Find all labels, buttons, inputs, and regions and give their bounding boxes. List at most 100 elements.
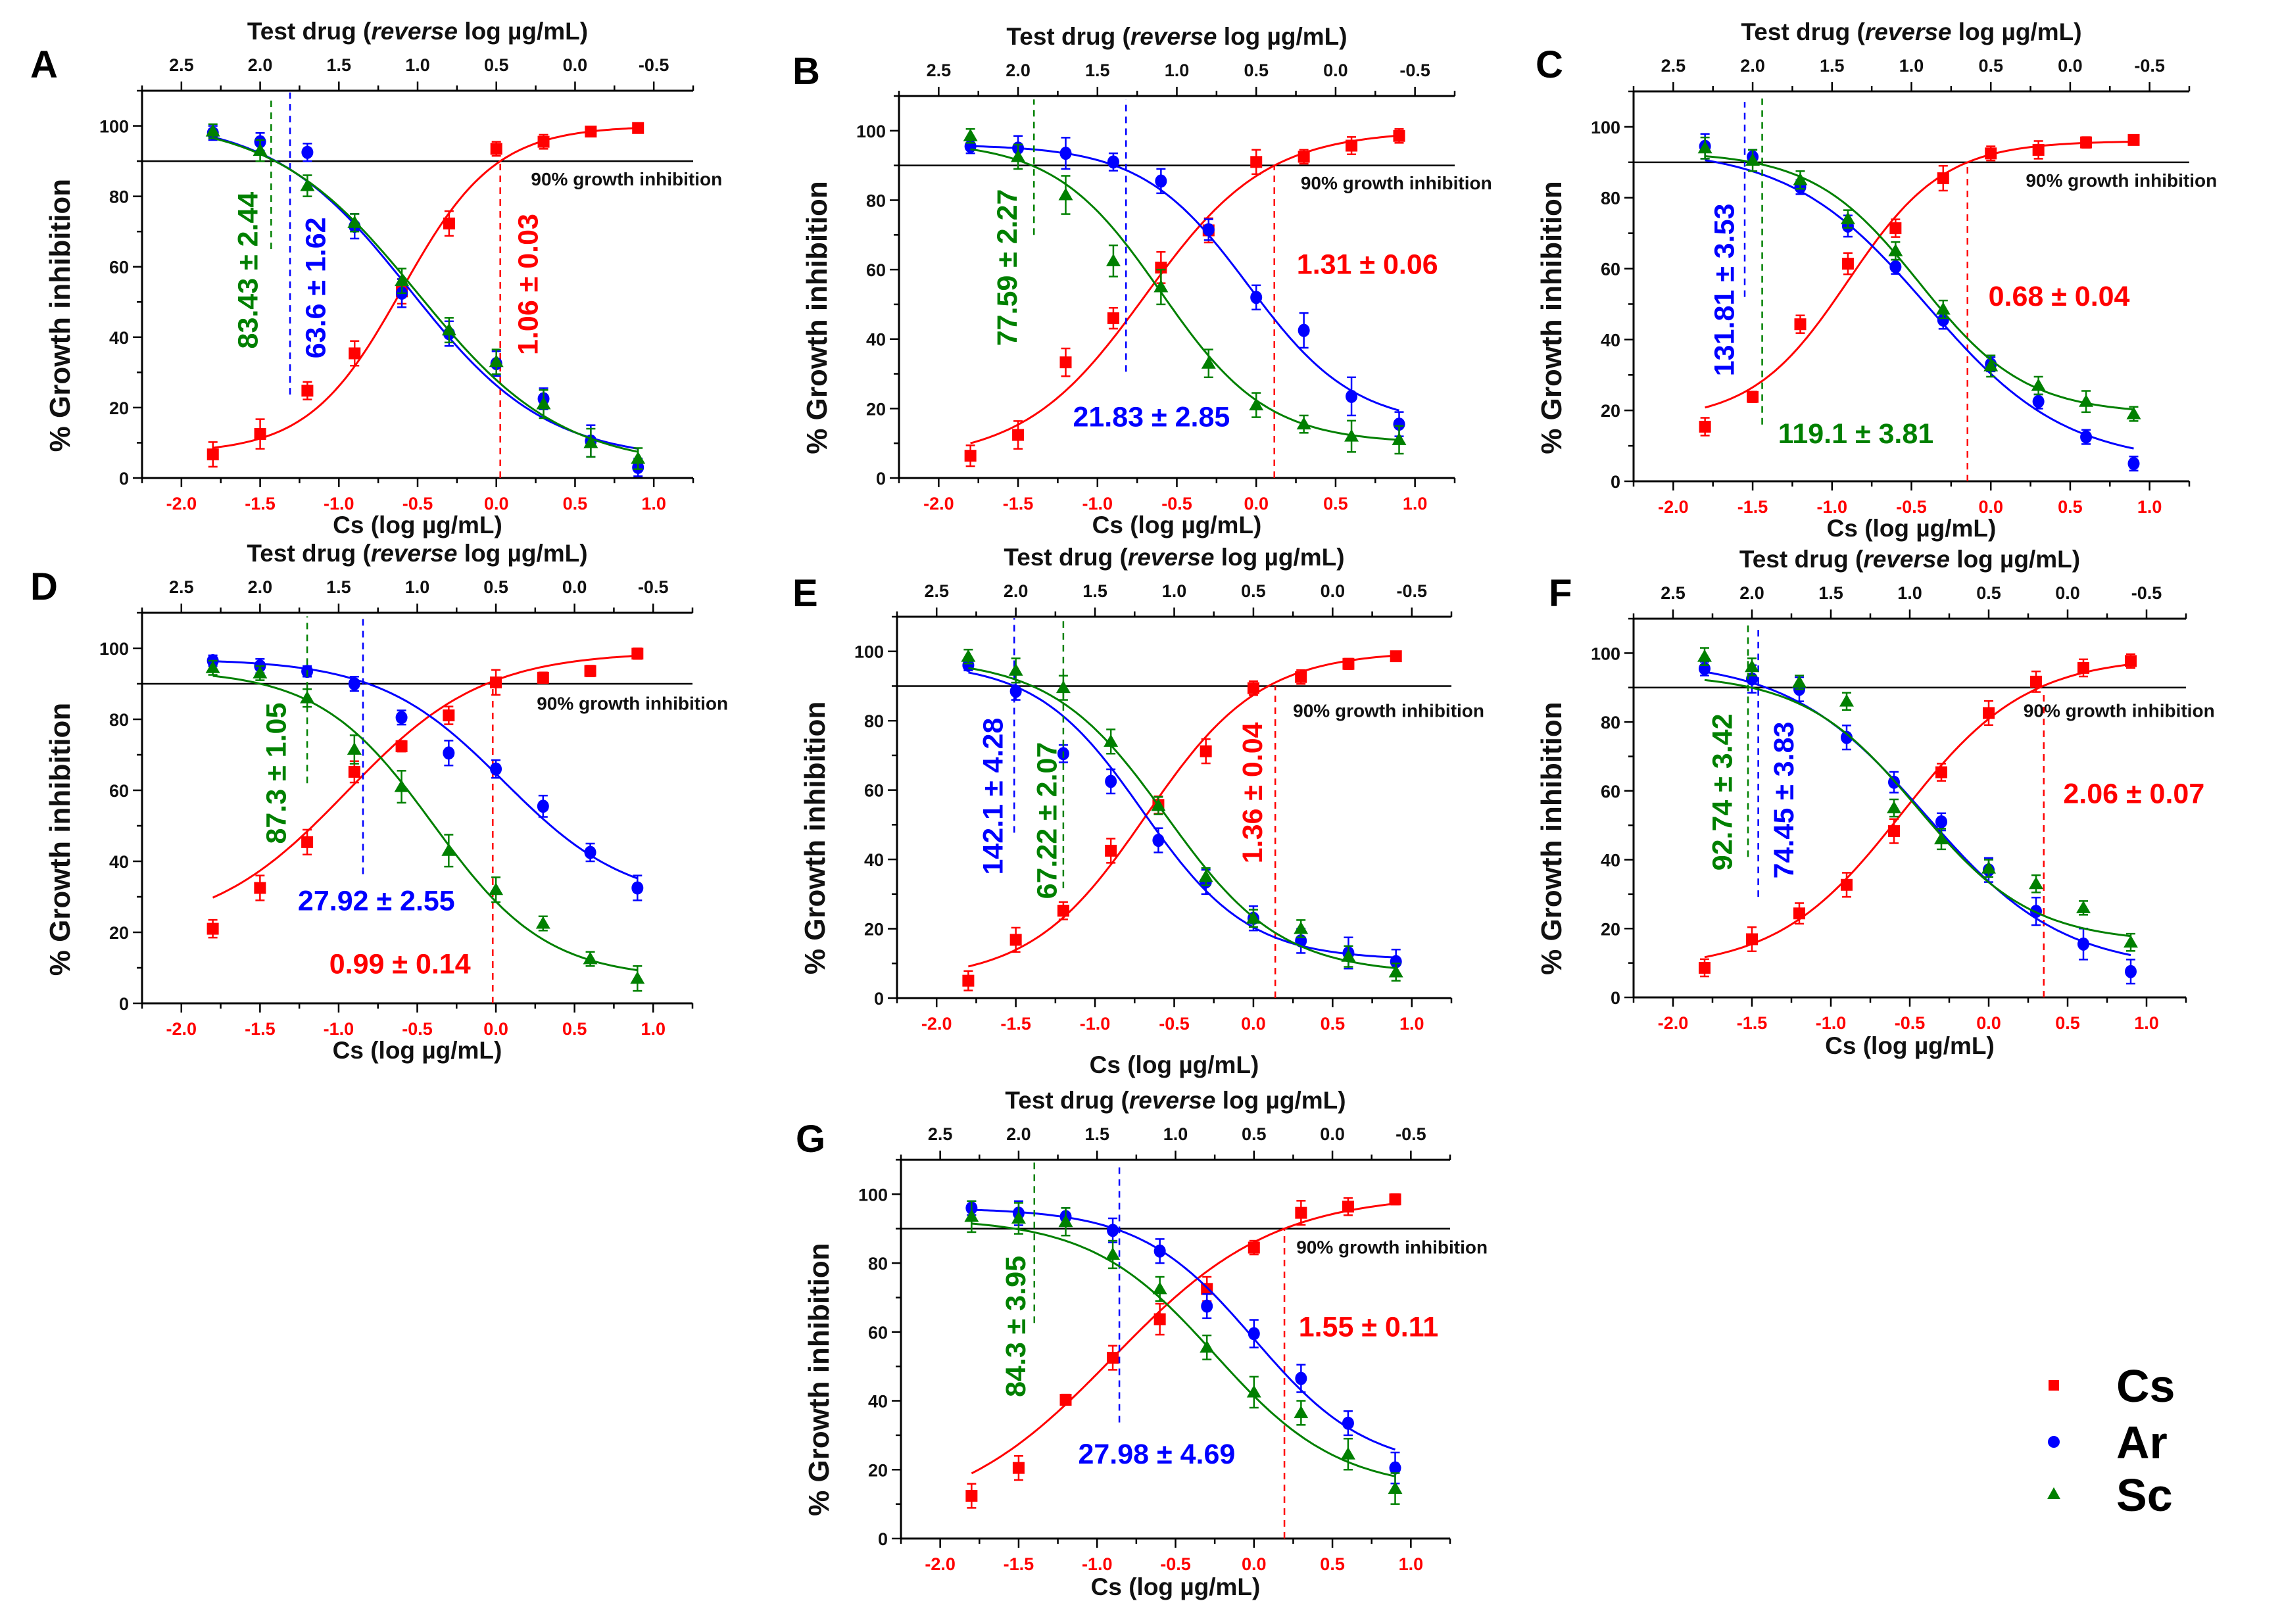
x-tick-label: 0.5 xyxy=(1323,494,1348,513)
top-axis-title-post: log µg/mL) xyxy=(458,18,588,45)
x-tick-label: 1.0 xyxy=(641,1019,666,1039)
fit-curve xyxy=(971,1208,1396,1451)
panel-b: B -2.0 -1.5 -1.0 -0.5 0.0 0.5 1.0 2.5 2.0 1.5 1.0 0.… xyxy=(792,23,1492,538)
x-tick-label: -1.5 xyxy=(245,494,276,513)
data-point-triangle xyxy=(489,354,504,368)
threshold-label: 90% growth inhibition xyxy=(1296,1237,1488,1257)
y-axis-title: % Growth inhibition xyxy=(1536,702,1568,975)
x-tick-label: -0.5 xyxy=(1159,1014,1190,1034)
data-point-triangle xyxy=(1934,832,1949,845)
data-point-triangle xyxy=(253,665,268,679)
x-tick-label: 0.5 xyxy=(562,1019,587,1039)
ec90-annotation-sc: 92.74 ± 3.42 xyxy=(1707,714,1738,871)
top-axis-title-pre: Test drug ( xyxy=(1741,18,1865,45)
y-tick-label: 20 xyxy=(868,1460,888,1480)
data-point-square xyxy=(1248,1241,1260,1254)
data-point-triangle xyxy=(535,916,550,929)
ec90-annotation-cs: 1.36 ± 0.04 xyxy=(1237,722,1269,863)
data-point-circle xyxy=(2125,965,2137,978)
ec90-annotation-sc: 119.1 ± 3.81 xyxy=(1778,418,1933,450)
threshold-label: 90% growth inhibition xyxy=(1301,173,1492,193)
data-point-circle xyxy=(1152,834,1165,848)
data-point-square xyxy=(632,122,644,134)
data-point-square xyxy=(1298,151,1310,163)
threshold-label: 90% growth inhibition xyxy=(537,694,728,714)
data-point-circle xyxy=(443,746,455,760)
top-tick-label: 2.5 xyxy=(1661,56,1686,76)
data-point-square xyxy=(1107,312,1119,325)
data-point-square xyxy=(301,836,314,848)
data-point-triangle xyxy=(536,396,551,410)
top-tick-label: 0.5 xyxy=(484,55,509,75)
fit-curve xyxy=(968,667,1396,969)
x-tick-label: 0.0 xyxy=(1978,497,2003,517)
data-point-circle xyxy=(1346,389,1358,403)
panel-letter: G xyxy=(796,1118,825,1160)
panel-letter: F xyxy=(1549,572,1572,615)
top-tick-label: 2.0 xyxy=(1006,1124,1031,1144)
data-point-square xyxy=(1295,1206,1307,1219)
top-axis-title-pre: Test drug ( xyxy=(247,540,371,567)
x-axis-title: Cs (log µg/mL) xyxy=(1825,1032,1995,1059)
y-tick-label: 100 xyxy=(1591,644,1620,663)
data-point-square xyxy=(1841,257,1854,270)
ec90-annotation-cs: 0.99 ± 0.14 xyxy=(329,949,471,980)
data-point-square xyxy=(1295,671,1307,683)
data-point-square xyxy=(490,676,502,688)
y-tick-label: 40 xyxy=(109,852,129,872)
legend-label: Ar xyxy=(2116,1417,2168,1468)
top-tick-label: 1.5 xyxy=(1820,56,1845,76)
x-tick-label: 0.5 xyxy=(1320,1554,1345,1574)
x-tick-label: 0.5 xyxy=(563,494,588,513)
threshold-label: 90% growth inhibition xyxy=(2024,700,2215,721)
ec90-annotation-ar: 131.81 ± 3.53 xyxy=(1709,204,1741,377)
ec90-annotation-cs: 1.06 ± 0.03 xyxy=(513,214,545,355)
data-point-triangle xyxy=(1105,253,1121,266)
y-tick-label: 100 xyxy=(99,639,129,659)
fit-curve xyxy=(1704,679,2131,938)
ec90-annotation-cs: 1.55 ± 0.11 xyxy=(1299,1311,1439,1343)
fit-curve xyxy=(212,127,639,449)
legend-item-ar: Ar xyxy=(2048,1417,2168,1468)
data-point-circle xyxy=(2127,457,2140,471)
x-tick-label: -0.5 xyxy=(1895,1013,1926,1033)
data-point-triangle xyxy=(964,1209,979,1222)
data-point-triangle xyxy=(1296,417,1311,430)
data-point-triangle xyxy=(1887,801,1901,813)
top-tick-label: 1.5 xyxy=(1084,1124,1109,1144)
x-tick-label: -0.5 xyxy=(1161,494,1192,513)
y-tick-label: 100 xyxy=(858,1185,888,1205)
x-axis-title: Cs (log µg/mL) xyxy=(333,1037,502,1064)
top-axis-title: Test drug (reverse log µg/mL) xyxy=(1004,544,1344,571)
panel-letter: E xyxy=(792,572,818,615)
y-tick-label: 40 xyxy=(109,328,129,348)
fit-curve xyxy=(1704,671,2131,957)
x-tick-label: -2.0 xyxy=(1658,497,1689,517)
ec90-annotation-sc: 83.43 ± 2.44 xyxy=(232,192,264,349)
data-point-triangle xyxy=(1200,1340,1215,1353)
x-tick-label: -2.0 xyxy=(925,1554,956,1574)
top-tick-label: 1.5 xyxy=(1085,60,1110,80)
top-axis-title-italic: reverse xyxy=(371,18,458,45)
data-point-triangle xyxy=(583,435,598,448)
data-point-triangle xyxy=(1249,398,1264,411)
fit-curve xyxy=(212,654,638,899)
data-point-square xyxy=(1793,907,1805,920)
data-point-circle xyxy=(395,711,408,725)
data-point-triangle xyxy=(2124,935,2138,948)
data-point-circle xyxy=(1155,174,1167,188)
top-tick-label: 1.0 xyxy=(1163,1124,1188,1144)
top-tick-label: 2.0 xyxy=(1004,581,1029,601)
x-tick-label: -2.0 xyxy=(1658,1013,1689,1033)
y-tick-label: 0 xyxy=(874,989,884,1009)
data-point-triangle xyxy=(2126,406,2141,419)
data-point-triangle xyxy=(1294,1405,1309,1418)
data-point-circle xyxy=(1888,775,1900,789)
data-point-triangle xyxy=(347,742,362,755)
x-tick-label: -1.5 xyxy=(1003,494,1034,513)
x-tick-label: -1.0 xyxy=(1816,1013,1847,1033)
data-point-triangle xyxy=(1011,149,1026,162)
x-tick-label: -1.0 xyxy=(324,1019,354,1039)
top-tick-label: 2.0 xyxy=(248,55,273,75)
data-point-square xyxy=(1153,1313,1166,1325)
